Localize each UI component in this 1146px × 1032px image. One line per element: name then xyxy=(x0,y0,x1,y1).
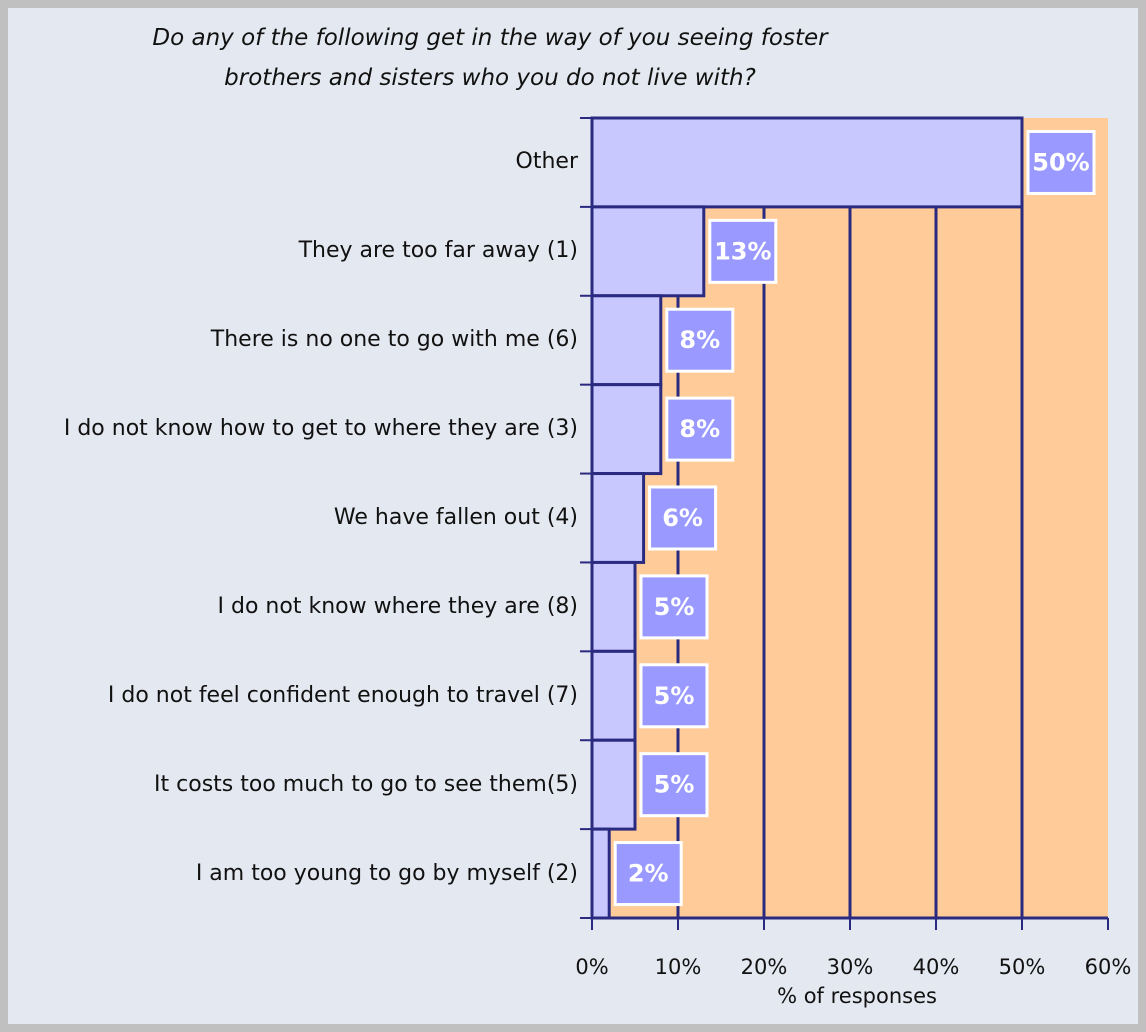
bar xyxy=(590,383,663,476)
bar xyxy=(590,649,637,742)
x-tick-label: 50% xyxy=(999,955,1046,979)
value-label: 8% xyxy=(679,415,720,443)
x-axis-label: % of responses xyxy=(777,984,937,1008)
y-tick-label: It costs too much to go to see them(5) xyxy=(154,771,578,797)
value-label-box xyxy=(708,218,778,284)
x-tick-label: 10% xyxy=(655,955,702,979)
bar xyxy=(590,738,637,831)
bar xyxy=(590,560,637,653)
value-label: 8% xyxy=(679,326,720,354)
bar xyxy=(590,294,663,387)
value-label: 5% xyxy=(654,771,695,799)
y-tick-label: I do not know how to get to where they a… xyxy=(63,416,578,442)
chart-title: Do any of the following get in the way o… xyxy=(152,25,828,91)
value-label-box xyxy=(665,307,735,373)
y-tick-label: I am too young to go by myself (2) xyxy=(195,860,578,886)
value-label: 5% xyxy=(654,682,695,710)
y-tick-label: I do not know where they are (8) xyxy=(217,593,578,619)
value-label: 50% xyxy=(1032,148,1089,176)
x-tick-label: 60% xyxy=(1085,955,1132,979)
bar xyxy=(590,116,1024,209)
value-label: 2% xyxy=(628,860,669,888)
value-label-box xyxy=(639,752,709,818)
bar xyxy=(590,472,646,564)
value-label: 13% xyxy=(714,237,771,265)
value-label-box xyxy=(665,396,735,462)
value-label-box xyxy=(639,574,709,640)
x-tick-label: 0% xyxy=(575,955,608,979)
y-tick-label: Other xyxy=(515,149,578,175)
value-label-box xyxy=(613,841,683,907)
x-tick-label: 30% xyxy=(827,955,874,979)
y-tick-label: We have fallen out (4) xyxy=(333,505,578,530)
bar xyxy=(590,205,706,298)
value-label-box xyxy=(1026,129,1096,195)
value-label: 5% xyxy=(654,593,695,621)
x-tick-label: 20% xyxy=(741,955,788,979)
y-tick-label: I do not feel confident enough to travel… xyxy=(107,682,578,708)
bar xyxy=(590,827,611,920)
x-tick-label: 40% xyxy=(913,955,960,979)
value-label-box xyxy=(639,663,709,729)
value-label-box xyxy=(648,485,718,551)
y-tick-label: There is no one to go with me (6) xyxy=(210,327,578,353)
value-label: 6% xyxy=(662,504,703,532)
y-tick-label: They are too far away (1) xyxy=(298,238,578,264)
